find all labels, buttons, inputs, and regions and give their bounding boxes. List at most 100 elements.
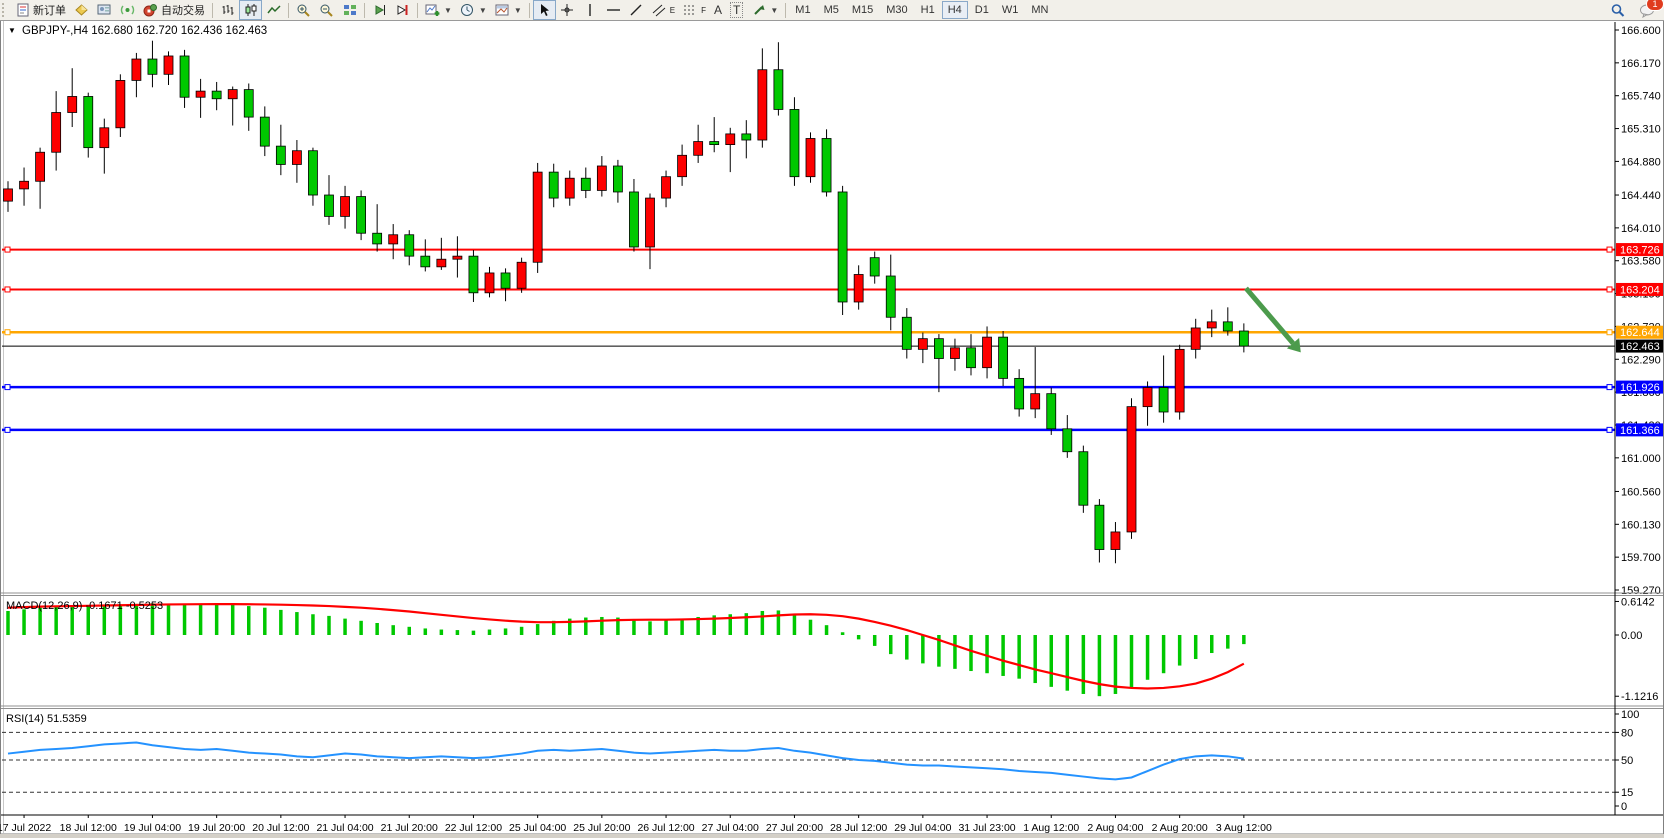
zoom-in-button[interactable] xyxy=(292,0,315,20)
dropdown-caret-icon: ▼ xyxy=(770,5,779,15)
main-toolbar: 新订单 自动交易 xyxy=(0,0,1664,21)
bull-candle xyxy=(757,69,768,141)
line-handle[interactable] xyxy=(1606,329,1613,336)
price-tag-161.926: 161.926 xyxy=(1616,380,1663,394)
tile-windows-button[interactable] xyxy=(338,0,361,20)
horizontal-line-tool-button[interactable] xyxy=(602,0,625,20)
bull-candle xyxy=(725,133,736,145)
time-axis[interactable]: 17 Jul 2022 18 Jul 12:00 19 Jul 04:00 19 Ju… xyxy=(0,814,1663,834)
trendline-tool-button[interactable] xyxy=(625,0,648,20)
timeframe-button-M15[interactable]: M15 xyxy=(851,4,874,16)
macd-tick-label: -1.1216 xyxy=(1621,691,1658,703)
annotation-arrow[interactable] xyxy=(1244,286,1301,353)
bull-candle xyxy=(853,274,864,303)
bull-candle xyxy=(532,171,543,263)
price-tick-label: 164.010 xyxy=(1621,223,1661,235)
line-chart-mode-button[interactable] xyxy=(262,0,285,20)
chart-canvas[interactable]: 166.600 166.170 165.740 165.310 164.880 164.4… xyxy=(0,20,1664,838)
cursor-icon xyxy=(537,3,552,18)
bull-candle xyxy=(452,255,463,260)
bear-candle xyxy=(934,338,944,359)
line-handle[interactable] xyxy=(1606,246,1613,253)
time-tick-label: 20 Jul 12:00 xyxy=(252,822,309,834)
crosshair-tool-button[interactable] xyxy=(556,0,579,20)
rsi-label: RSI(14) 51.5359 xyxy=(6,713,87,725)
price-axis[interactable]: 166.600 166.170 165.740 165.310 164.880 164.4… xyxy=(1615,25,1661,597)
zoom-out-button[interactable] xyxy=(315,0,338,20)
svg-text:163.204: 163.204 xyxy=(1620,284,1660,296)
candlestick-mode-button[interactable] xyxy=(239,0,262,20)
time-tick-label: 1 Aug 12:00 xyxy=(1023,822,1079,834)
timeframe-button-M5[interactable]: M5 xyxy=(823,4,839,16)
toolbar-grip[interactable] xyxy=(2,3,9,17)
line-handle[interactable] xyxy=(4,329,11,336)
cursor-tool-button[interactable] xyxy=(532,0,556,20)
price-tag-163.726: 163.726 xyxy=(1616,243,1663,257)
bull-candle xyxy=(596,165,607,191)
fibonacci-tool-button[interactable]: F xyxy=(679,0,710,20)
text-label-tool-button[interactable]: T xyxy=(726,0,747,20)
line-handle[interactable] xyxy=(1606,426,1613,433)
data-window-button[interactable] xyxy=(93,0,116,20)
bull-candle xyxy=(227,89,238,100)
line-handle[interactable] xyxy=(4,384,11,391)
bull-candle xyxy=(950,347,960,359)
line-handle[interactable] xyxy=(4,426,11,433)
line-handle[interactable] xyxy=(1606,384,1613,391)
timeframe-button-M1[interactable]: M1 xyxy=(795,4,811,16)
timeframe-button-M30[interactable]: M30 xyxy=(886,4,908,16)
price-tick-label: 166.170 xyxy=(1621,58,1661,70)
bear-candle xyxy=(1062,428,1073,453)
periods-button[interactable]: ▼ xyxy=(456,0,491,20)
templates-button[interactable]: ▼ xyxy=(491,0,526,20)
bear-candle xyxy=(1046,393,1057,430)
price-tick-label: 166.600 xyxy=(1621,25,1661,37)
time-tick-label: 19 Jul 04:00 xyxy=(124,822,181,834)
text-tool-button[interactable]: A xyxy=(710,0,726,20)
bull-candle xyxy=(645,197,655,248)
line-handle[interactable] xyxy=(1606,286,1613,293)
line-handle[interactable] xyxy=(4,246,11,253)
new-order-button[interactable]: 新订单 xyxy=(11,0,70,20)
vertical-line-tool-button[interactable] xyxy=(579,0,602,20)
bull-candle xyxy=(693,141,704,156)
signal-icon xyxy=(120,3,135,18)
bull-candle xyxy=(115,80,126,129)
autotrade-button[interactable]: 自动交易 xyxy=(139,0,209,20)
auto-scroll-button[interactable] xyxy=(368,0,391,20)
timeframe-button-H1[interactable]: H1 xyxy=(920,4,935,16)
channel-tool-button[interactable]: E xyxy=(648,0,679,20)
price-tick-label: 164.440 xyxy=(1621,190,1661,202)
bear-candle xyxy=(147,58,158,75)
bear-candle xyxy=(837,191,848,303)
clock-icon xyxy=(460,3,475,18)
chart-shift-button[interactable] xyxy=(391,0,414,20)
bear-candle xyxy=(83,96,94,149)
arrows-tool-button[interactable]: ▼ xyxy=(747,0,782,20)
chart-title: GBPJPY-,H4 162.680 162.720 162.436 162.4… xyxy=(22,25,267,37)
timeframe-button-MN[interactable]: MN xyxy=(1031,4,1049,16)
time-tick-label: 26 Jul 12:00 xyxy=(637,822,694,834)
timeframe-button-W1[interactable]: W1 xyxy=(1001,4,1019,16)
bear-candle xyxy=(259,116,270,147)
chart-collapse-icon[interactable]: ▼ xyxy=(8,26,16,35)
line-handle[interactable] xyxy=(4,286,11,293)
indicators-button[interactable]: ▼ xyxy=(421,0,456,20)
bar-chart-mode-button[interactable] xyxy=(216,0,239,20)
bull-candle xyxy=(163,55,174,75)
time-tick-label: 27 Jul 04:00 xyxy=(702,822,759,834)
auto-scroll-icon xyxy=(372,3,387,18)
new-order-label: 新订单 xyxy=(33,5,66,17)
market-watch-button[interactable] xyxy=(70,0,93,20)
search-button[interactable] xyxy=(1606,0,1629,20)
signal-button[interactable] xyxy=(116,0,139,20)
arrow-objects-icon xyxy=(751,3,766,18)
macd-tick-label: 0.6142 xyxy=(1621,596,1655,608)
timeframe-button-D1[interactable]: D1 xyxy=(974,4,989,16)
rsi-tick-label: 0 xyxy=(1621,801,1627,813)
zoom-out-icon xyxy=(319,3,334,18)
notifications-button[interactable]: 1 xyxy=(1635,0,1664,20)
timeframe-button-H4[interactable]: H4 xyxy=(941,1,968,19)
rsi-tick-label: 50 xyxy=(1621,755,1633,767)
rsi-tick-label: 80 xyxy=(1621,727,1633,739)
